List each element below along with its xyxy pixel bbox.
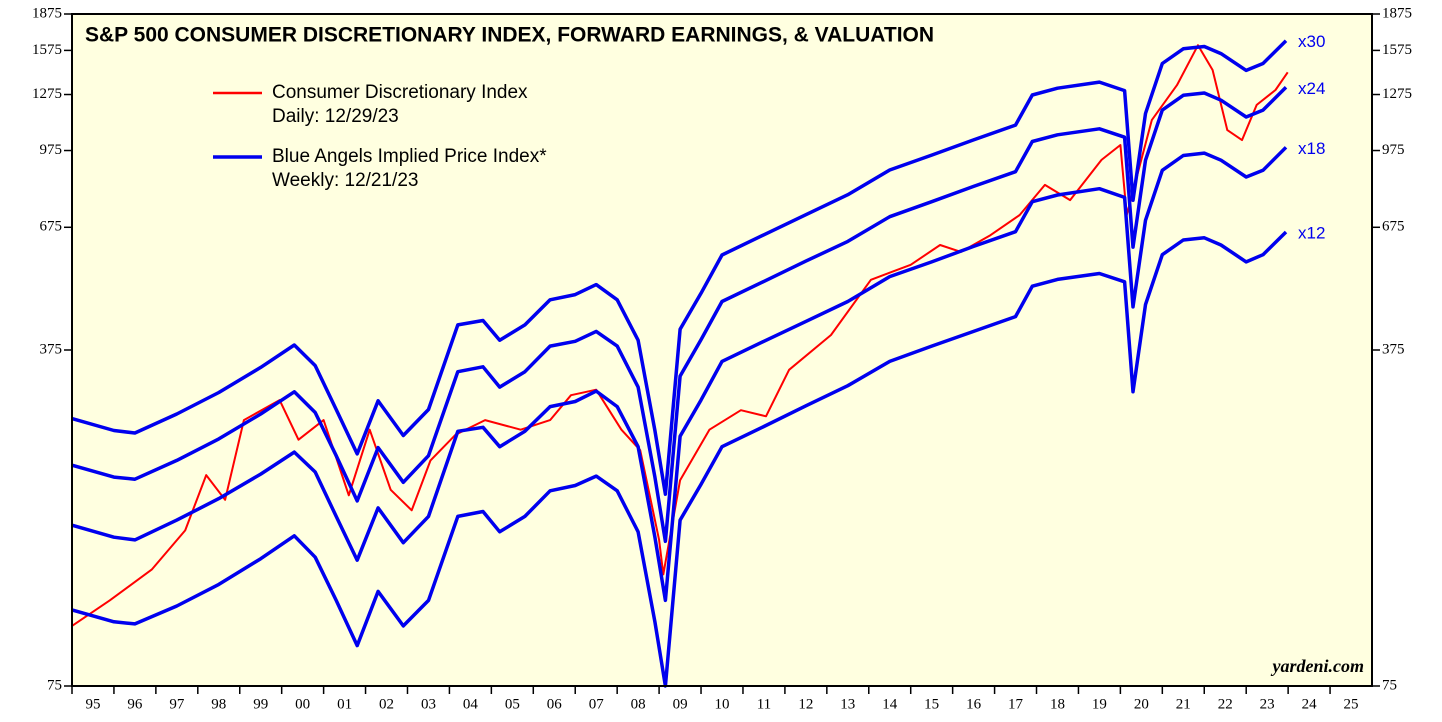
x-tick-label: 25: [1344, 696, 1359, 712]
x-tick-label: 18: [1050, 696, 1065, 712]
x-tick-label: 07: [589, 696, 605, 712]
x-tick-label: 24: [1302, 696, 1318, 712]
y2-tick-label: 675: [1382, 219, 1405, 235]
chart-title: S&P 500 CONSUMER DISCRETIONARY INDEX, FO…: [85, 24, 934, 47]
x-tick-label: 01: [337, 696, 352, 712]
series-line: [71, 146, 1288, 603]
x-tick-label: 11: [757, 696, 771, 712]
legend-label: Consumer Discretionary Index: [272, 82, 528, 103]
plot-frame: [71, 13, 1373, 687]
y2-tick-label: 75: [1382, 677, 1397, 693]
x-tick-label: 14: [882, 696, 898, 712]
y2-tick-label: 1575: [1382, 42, 1412, 58]
x-tick-label: 21: [1176, 696, 1191, 712]
series-line: [71, 39, 1288, 496]
series-end-label: x18: [1298, 139, 1325, 158]
legend-note: Weekly: 12/21/23: [272, 170, 418, 191]
y2-tick-label: 975: [1382, 142, 1405, 158]
x-tick-label: 10: [715, 696, 730, 712]
series-line: [71, 44, 1289, 627]
x-tick-label: 23: [1260, 696, 1275, 712]
ticks: 75 75 375 375 675 675 975 975 1275 1275 1575 1575 18…: [32, 5, 1412, 712]
y-tick-label: 375: [40, 341, 63, 357]
x-tick-label: 00: [295, 696, 310, 712]
x-tick-label: 97: [169, 696, 185, 712]
y2-tick-label: 1875: [1382, 5, 1412, 21]
y-tick-label: 75: [47, 677, 62, 693]
x-tick-label: 03: [421, 696, 436, 712]
x-tick-label: 22: [1218, 696, 1233, 712]
y-tick-label: 1575: [32, 42, 62, 58]
x-tick-label: 99: [253, 696, 268, 712]
x-tick-label: 02: [379, 696, 394, 712]
source: yardeni.com: [1271, 656, 1365, 676]
x-tick-label: 20: [1134, 696, 1149, 712]
series-end-label: x30: [1298, 32, 1325, 51]
x-tick-label: 06: [547, 696, 563, 712]
legend-label: Blue Angels Implied Price Index*: [272, 146, 547, 167]
y2-tick-label: 1275: [1382, 86, 1412, 102]
x-tick-label: 08: [631, 696, 646, 712]
x-tick-label: 16: [966, 696, 982, 712]
x-tick-label: 04: [463, 696, 479, 712]
x-tick-label: 15: [924, 696, 939, 712]
x-tick-label: 19: [1092, 696, 1107, 712]
x-tick-label: 12: [798, 696, 813, 712]
x-tick-label: 05: [505, 696, 520, 712]
series-line: [71, 86, 1288, 544]
x-tick-label: 17: [1008, 696, 1024, 712]
x-tick-label: 13: [840, 696, 855, 712]
x-tick-label: 09: [673, 696, 688, 712]
y-tick-label: 1275: [32, 86, 62, 102]
series-end-label: x12: [1298, 223, 1325, 242]
lines: [71, 39, 1289, 688]
y2-tick-label: 375: [1382, 341, 1405, 357]
y-tick-label: 675: [40, 219, 63, 235]
x-tick-label: 96: [127, 696, 143, 712]
x-tick-label: 98: [211, 696, 226, 712]
y-tick-label: 1875: [32, 5, 62, 21]
plot-area: [72, 14, 1372, 686]
y-tick-label: 975: [40, 142, 63, 158]
legend-note: Daily: 12/29/23: [272, 106, 399, 127]
series-end-label: x24: [1298, 79, 1325, 98]
x-tick-label: 95: [85, 696, 100, 712]
